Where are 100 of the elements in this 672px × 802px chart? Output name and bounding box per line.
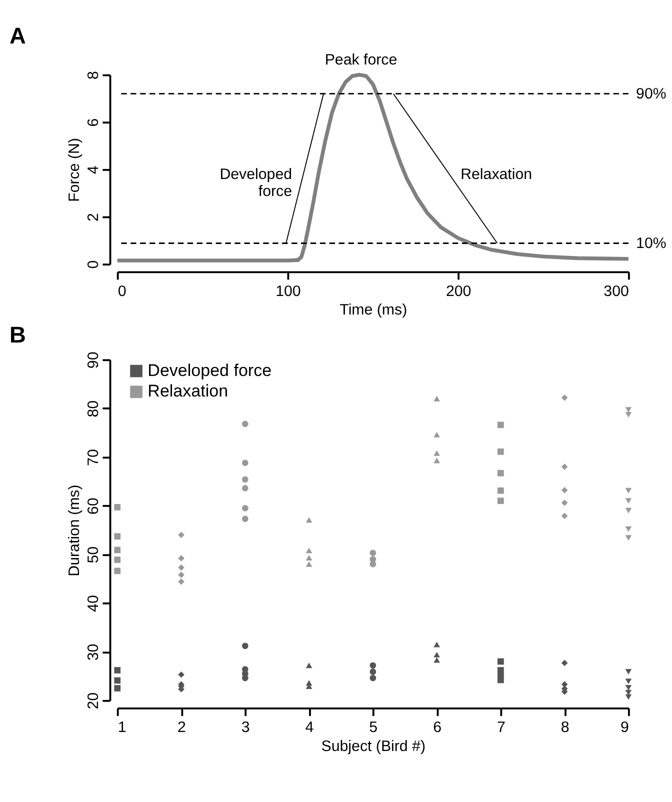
point (114, 546, 121, 554)
point (306, 561, 312, 567)
point (625, 685, 632, 691)
annotation: Relaxation (460, 166, 532, 183)
y-tick-label: 50 (84, 546, 102, 564)
x-tick-label: 2 (178, 719, 186, 736)
point (370, 674, 376, 682)
point (178, 671, 184, 678)
annotation: 90% (636, 85, 666, 102)
point (370, 668, 376, 675)
chart-title: B (9, 322, 26, 348)
point (561, 500, 568, 506)
point (625, 526, 632, 532)
point (242, 420, 248, 428)
point (306, 662, 312, 668)
x-tick-label: 8 (560, 719, 570, 736)
y-axis-title: Duration (ms) (66, 484, 84, 576)
x-tick-label: 4 (305, 719, 314, 736)
point (114, 667, 121, 674)
point (178, 532, 184, 538)
point (434, 642, 440, 648)
point (625, 535, 632, 541)
y-tick-label: 90 (84, 352, 102, 369)
x-tick-label: 7 (496, 719, 506, 736)
y-tick-label: 60 (84, 498, 102, 515)
point (306, 517, 312, 523)
x-axis-title: Subject (Bird #) (321, 738, 426, 756)
annotation: Developed force (220, 166, 292, 200)
point (561, 486, 568, 494)
y-tick-label: 30 (84, 644, 102, 661)
y-tick-label: 70 (84, 449, 102, 466)
point (625, 498, 632, 504)
x-tick-label: 200 (446, 282, 472, 300)
point (114, 556, 121, 563)
point (242, 504, 248, 512)
point (434, 657, 440, 663)
y-tick-label: 20 (84, 692, 102, 710)
x-tick-label: 3 (241, 719, 250, 736)
point (242, 516, 248, 522)
point (242, 460, 248, 466)
point (561, 464, 568, 470)
point (370, 550, 376, 556)
point (625, 407, 632, 413)
point (114, 568, 121, 574)
y-tick-label: 80 (84, 400, 102, 418)
point (561, 394, 568, 401)
annotation: Peak force (324, 51, 398, 68)
x-tick-label: 5 (369, 719, 378, 736)
y-tick-label: 2 (84, 213, 102, 222)
point (434, 432, 440, 438)
point (498, 676, 504, 684)
point (242, 476, 248, 483)
point (625, 678, 632, 684)
point (498, 487, 504, 494)
point (498, 448, 504, 455)
point (114, 685, 121, 692)
point (625, 694, 632, 700)
x-tick-label: 100 (276, 282, 301, 300)
x-tick-label: 0 (118, 282, 126, 300)
point (498, 470, 504, 476)
legend-label: Relaxation (148, 382, 228, 401)
y-tick-label: 8 (84, 71, 102, 80)
point (561, 512, 568, 520)
point (498, 498, 504, 504)
point (178, 572, 184, 578)
point (434, 396, 440, 402)
point (625, 508, 632, 514)
x-axis-title: Time (ms) (340, 302, 408, 319)
y-tick-label: 6 (84, 118, 102, 127)
point (434, 652, 440, 658)
point (561, 660, 568, 666)
point (306, 548, 312, 554)
point (114, 504, 121, 510)
point (434, 450, 440, 456)
chart-title: A (9, 22, 26, 49)
legend-label: Developed force (148, 360, 272, 380)
point (178, 555, 184, 562)
point (370, 560, 376, 568)
point (114, 533, 121, 540)
y-axis-title: Force (N) (66, 138, 84, 202)
point (625, 690, 632, 696)
y-tick-label: 40 (84, 595, 102, 612)
point (498, 658, 504, 665)
point (114, 677, 121, 684)
point (625, 668, 632, 674)
point (370, 662, 376, 669)
line-series (115, 72, 630, 262)
point (306, 555, 312, 561)
point (625, 488, 632, 494)
point (242, 485, 248, 492)
point (178, 578, 184, 585)
point (434, 458, 440, 464)
annotation: 10% (636, 235, 666, 252)
x-tick-label: 300 (604, 282, 629, 300)
point (242, 674, 248, 682)
y-tick-label: 4 (84, 166, 102, 174)
x-tick-label: 9 (620, 719, 629, 736)
point (625, 412, 632, 418)
point (498, 422, 504, 428)
point (242, 642, 248, 650)
